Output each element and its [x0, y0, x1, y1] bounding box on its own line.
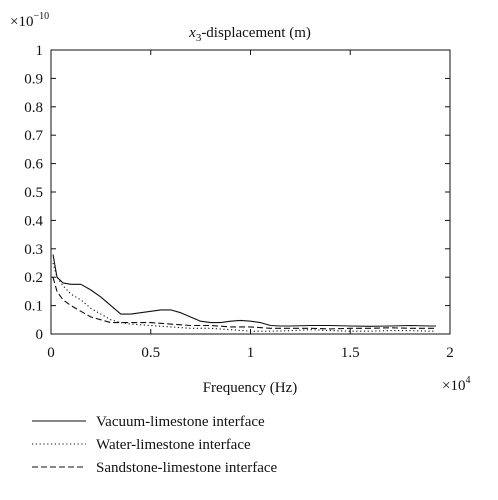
y-tick-label: 0.9 [24, 71, 43, 87]
x-tick-label: 1 [247, 345, 255, 361]
plot-area: 0 0.1 0.2 0.3 0.4 0.5 0.6 0.7 0.8 0.9 1 0 0.5 1 1.5 2 [24, 43, 454, 361]
y-tick-label: 0.4 [24, 213, 43, 229]
y-tick-label: 0.5 [24, 185, 43, 201]
x-tick-label: 2 [446, 345, 454, 361]
x-axis-label: Frequency (Hz) [203, 380, 298, 396]
x-tick-label: 1.5 [341, 345, 360, 361]
y-exponent-label: ×10−10 [10, 11, 49, 30]
x-tick-label: 0 [47, 345, 55, 361]
series-line-3 [52, 277, 436, 330]
y-tick-label: 0.7 [24, 128, 43, 144]
series-line-1 [52, 254, 436, 327]
chart-title: x3-displacement (m) [188, 25, 311, 44]
legend: Vacuum-limestone interface Water-limeston… [32, 414, 278, 476]
y-tick-label: 0.6 [24, 157, 43, 173]
y-tick-label: 0.3 [24, 242, 43, 258]
y-tick-label: 0 [36, 327, 44, 343]
legend-label-3: Sandstone-limestone interface [96, 460, 278, 476]
y-tick-label: 0.1 [24, 299, 43, 315]
y-tick-label: 0.2 [24, 270, 43, 286]
y-tick-label: 1 [36, 43, 44, 59]
x-exponent-label: ×104 [442, 375, 470, 394]
legend-label-2: Water-limestone interface [96, 437, 251, 453]
x-tick-label: 0.5 [141, 345, 160, 361]
plot-frame [50, 49, 451, 335]
legend-label-1: Vacuum-limestone interface [96, 414, 265, 430]
y-tick-label: 0.8 [24, 100, 43, 116]
series-line-2 [52, 262, 436, 332]
